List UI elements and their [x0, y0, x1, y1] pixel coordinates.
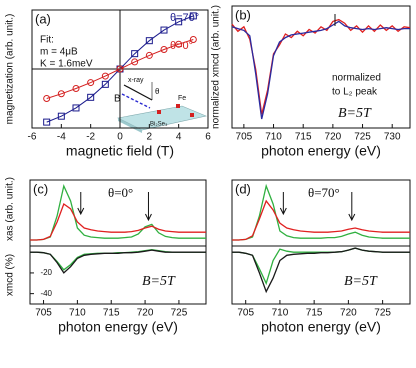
xray-arrow	[123, 84, 153, 101]
marker	[101, 72, 109, 80]
marker	[131, 58, 139, 66]
x-tick-label: 715	[295, 132, 312, 143]
annotation: B=5T	[142, 274, 176, 289]
legend-label: θ=70°	[170, 12, 199, 24]
annotation: to L₂ peak	[332, 87, 378, 98]
x-tick-label: 725	[171, 308, 188, 319]
marker	[175, 18, 183, 26]
line	[30, 249, 206, 274]
line	[30, 202, 206, 241]
panel-label: (c)	[33, 181, 48, 196]
arrow	[279, 192, 287, 216]
x-tick-label: 725	[354, 132, 371, 143]
fe-atom	[190, 113, 194, 117]
field-arrow	[121, 93, 151, 109]
x-axis-label: photon energy (eV)	[261, 143, 381, 159]
marker	[72, 84, 80, 92]
annotation: B=5T	[344, 274, 378, 289]
panel-label: (d)	[235, 181, 251, 196]
x-tick-label: -2	[86, 132, 95, 143]
line	[232, 247, 410, 294]
marker	[145, 37, 153, 45]
marker	[72, 104, 80, 112]
fit-line	[46, 39, 194, 99]
marker	[160, 46, 168, 54]
plot-frame	[29, 245, 207, 305]
x-tick-label: 0	[117, 132, 123, 143]
x-tick-label: 4	[176, 132, 182, 143]
panel-subtitle: θ=0°	[108, 185, 133, 200]
arrow	[348, 192, 356, 222]
marker	[175, 40, 183, 48]
y-axis-label: magnetization (arb. unit.)	[5, 14, 16, 125]
marker	[101, 80, 109, 88]
plot-frame	[231, 245, 411, 305]
inset	[117, 82, 207, 133]
line	[30, 183, 206, 241]
line	[232, 183, 410, 241]
marker	[189, 12, 197, 20]
fe-atom	[176, 104, 180, 108]
marker	[160, 26, 168, 34]
x-tick-label: 705	[35, 308, 52, 319]
annotation: x-ray	[128, 77, 144, 84]
annotation: normalized	[332, 73, 381, 84]
y-axis-label: xas (arb. unit.)	[5, 177, 16, 241]
line	[232, 247, 410, 286]
x-tick-label: -6	[28, 132, 37, 143]
x-tick-label: 720	[137, 308, 154, 319]
x-tick-label: 705	[237, 308, 254, 319]
x-tick-label: 730	[384, 132, 401, 143]
line	[232, 199, 410, 241]
panel-label: (a)	[35, 11, 51, 26]
annotation: m = 4μB	[40, 47, 78, 58]
arrow	[77, 192, 85, 216]
panel-subtitle: θ=70°	[308, 185, 340, 200]
marker	[131, 50, 139, 58]
x-tick-label: 715	[103, 308, 120, 319]
annotation: B=5T	[338, 106, 372, 121]
x-tick-label: 710	[69, 308, 86, 319]
fe-atom	[157, 110, 161, 114]
line	[231, 20, 410, 120]
x-tick-label: 715	[306, 308, 323, 319]
plot-frame	[231, 5, 411, 129]
x-tick-label: 720	[340, 308, 357, 319]
annotation: Fe	[178, 95, 186, 102]
annotation: Fit:	[40, 35, 54, 46]
annotation: K = 1.6meV	[40, 59, 93, 70]
marker	[57, 112, 65, 120]
x-tick-label: 710	[265, 132, 282, 143]
x-tick-label: 6	[205, 132, 211, 143]
marker	[43, 95, 51, 102]
x-tick-label: 705	[236, 132, 253, 143]
y-axis-label: xmcd (%)	[5, 254, 16, 296]
substrate-edge	[118, 118, 142, 133]
annotation: θ	[155, 87, 160, 96]
marker	[87, 93, 95, 101]
marker	[145, 51, 153, 59]
x-axis-label: magnetic field (T)	[66, 143, 174, 159]
marker	[57, 90, 65, 98]
arrow	[145, 192, 152, 222]
panel-label: (b)	[235, 7, 251, 22]
marker	[87, 79, 95, 87]
marker	[43, 118, 51, 126]
annotation: B	[114, 94, 121, 105]
x-tick-label: 720	[325, 132, 342, 143]
annotation: Bi₂Se₃	[150, 122, 168, 128]
x-tick-label: 2	[147, 132, 153, 143]
marker	[116, 65, 124, 73]
x-axis-label: photon energy (eV)	[261, 319, 381, 335]
x-tick-label: 725	[374, 308, 391, 319]
y-tick-label: -40	[40, 289, 52, 298]
x-tick-label: -4	[57, 132, 66, 143]
x-tick-label: 710	[272, 308, 289, 319]
marker	[189, 36, 197, 43]
y-tick-label: -20	[40, 268, 52, 277]
x-axis-label: photon energy (eV)	[58, 319, 178, 335]
legend-label: θ=0°	[170, 40, 193, 52]
y-axis-label: normalized xmcd (arb. unit.)	[211, 5, 222, 129]
